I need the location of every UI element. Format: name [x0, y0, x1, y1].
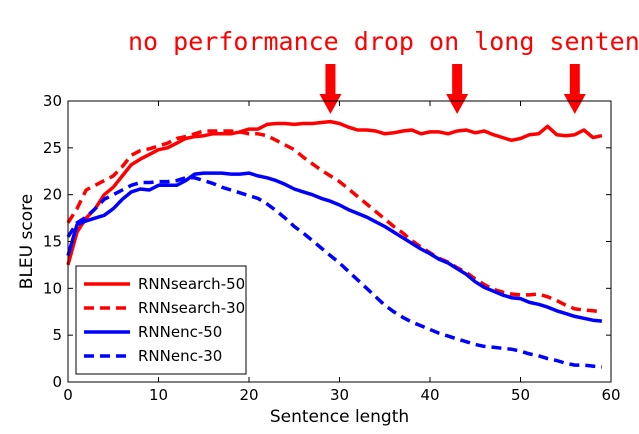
x-tick-label: 50 [511, 386, 530, 404]
ticks-layer: 0 10 20 30 40 50 60 0 5 10 15 20 25 30 [43, 92, 621, 404]
x-tick-label: 60 [601, 386, 620, 404]
x-tick-label: 20 [239, 386, 258, 404]
y-tick-label: 10 [43, 279, 62, 297]
legend-label: RNNenc-50 [138, 323, 222, 341]
legend-label: RNNsearch-30 [138, 299, 245, 317]
x-tick-label: 30 [330, 386, 349, 404]
headline-text: no performance drop on long sentenc [128, 27, 639, 56]
y-axis-label: BLEU score [17, 194, 37, 289]
y-tick-label: 15 [43, 233, 62, 251]
y-tick-label: 20 [43, 186, 62, 204]
y-tick-label: 30 [43, 92, 62, 110]
series-layer [66, 119, 603, 369]
legend: RNNsearch-50 RNNsearch-30 RNNenc-50 RNNenc-… [75, 265, 247, 375]
legend-label: RNNsearch-50 [138, 275, 245, 293]
series-line-rnnsearch-50 [66, 119, 603, 266]
x-tick-label: 40 [420, 386, 439, 404]
x-tick-label: 10 [149, 386, 168, 404]
series-line-rnnenc-50 [66, 171, 603, 323]
y-tick-label: 0 [52, 373, 62, 391]
series-line-rnnenc-30 [66, 176, 603, 369]
legend-label: RNNenc-30 [138, 347, 222, 365]
y-tick-label: 5 [52, 326, 62, 344]
x-tick-label: 0 [63, 386, 73, 404]
arrow-down-icon [563, 64, 586, 114]
arrow-down-icon [446, 64, 469, 114]
y-tick-label: 25 [43, 139, 62, 157]
arrow-down-icon [319, 64, 342, 114]
arrow-group [319, 64, 586, 114]
series-line-rnnsearch-30 [66, 129, 603, 314]
x-axis-label: Sentence length [270, 407, 409, 427]
